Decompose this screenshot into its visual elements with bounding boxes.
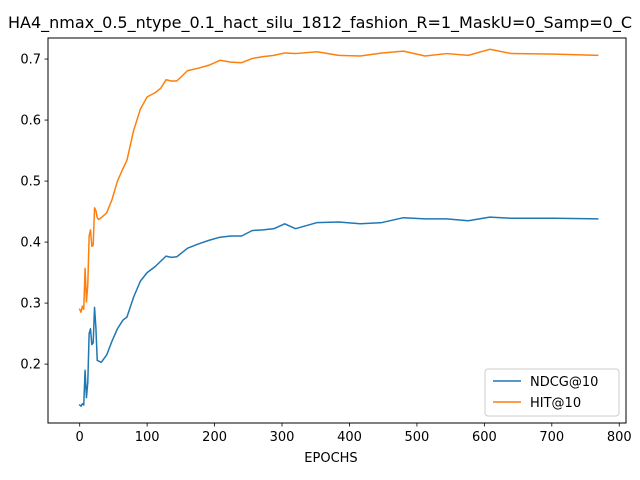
y-tick-label: 0.5 [20, 175, 41, 190]
plot-lines [78, 48, 599, 407]
x-tick-label: 0 [76, 430, 84, 445]
x-tick-label: 700 [539, 430, 564, 445]
x-tick-label: 800 [607, 430, 632, 445]
x-tick-label: 500 [405, 430, 430, 445]
y-tick-label: 0.3 [20, 297, 41, 312]
x-tick-label: 200 [202, 430, 227, 445]
y-tick-label: 0.2 [20, 358, 41, 373]
series-line-hit-10 [78, 48, 599, 314]
chart-title: HA4_nmax_0.5_ntype_0.1_hact_silu_1812_fa… [8, 13, 632, 33]
legend-label-hit: HIT@10 [530, 396, 581, 411]
x-tick-label: 100 [135, 430, 160, 445]
legend-label-ndcg: NDCG@10 [530, 375, 598, 390]
y-tick-label: 0.7 [20, 53, 41, 68]
x-tick-label: 400 [337, 430, 362, 445]
x-tick-label: 600 [472, 430, 497, 445]
y-axis: 0.2 0.3 0.4 0.5 0.6 0.7 [20, 53, 48, 373]
x-axis: 0 100 200 300 400 500 600 700 800 [76, 423, 632, 445]
series-line-ndcg-10 [78, 216, 599, 407]
x-axis-label: EPOCHS [304, 451, 357, 466]
x-tick-label: 300 [270, 430, 295, 445]
y-tick-label: 0.6 [20, 114, 41, 129]
plot-frame [47, 37, 627, 424]
y-tick-label: 0.4 [20, 236, 41, 251]
legend: NDCG@10 HIT@10 [484, 368, 620, 417]
